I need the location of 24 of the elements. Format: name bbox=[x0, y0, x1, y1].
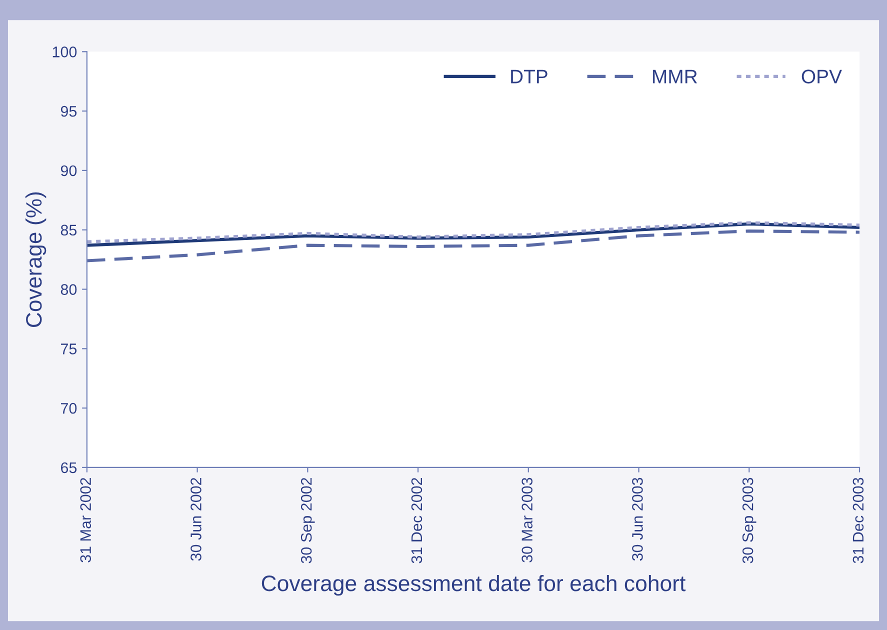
line-series bbox=[86, 221, 860, 244]
x-tick-label: 31 Dec 2002 bbox=[411, 478, 422, 564]
line-series bbox=[86, 222, 860, 247]
x-tick-label: 31 Dec 2003 bbox=[852, 478, 864, 564]
line-series bbox=[86, 230, 860, 262]
legend-label: DTP bbox=[511, 70, 548, 84]
x-tick-label: 30 Jun 2002 bbox=[190, 478, 202, 561]
x-tick-label: 30 Mar 2003 bbox=[522, 478, 532, 562]
x-tick-label: 30 Sep 2003 bbox=[742, 478, 756, 564]
legend-label: OPV bbox=[802, 70, 842, 84]
x-tick-label: 31 Mar 2002 bbox=[80, 478, 92, 562]
y-tick-label: 85 bbox=[60, 224, 77, 236]
y-axis-title: Coverage (%) bbox=[25, 192, 46, 327]
y-tick-label: 100 bbox=[52, 46, 77, 58]
y-tick-label: 95 bbox=[60, 106, 77, 117]
x-tick-label: 30 Jun 2003 bbox=[632, 478, 643, 561]
x-axis-title: Coverage assessment date for each cohort bbox=[262, 574, 686, 596]
legend-label: MMR bbox=[653, 70, 697, 84]
y-tick-label: 90 bbox=[60, 165, 77, 176]
y-tick-label: 70 bbox=[60, 402, 77, 414]
y-tick-label: 80 bbox=[60, 284, 77, 295]
y-tick-label: 65 bbox=[60, 462, 77, 474]
y-tick-label: 75 bbox=[60, 344, 77, 354]
x-tick-label: 30 Sep 2002 bbox=[300, 478, 315, 564]
